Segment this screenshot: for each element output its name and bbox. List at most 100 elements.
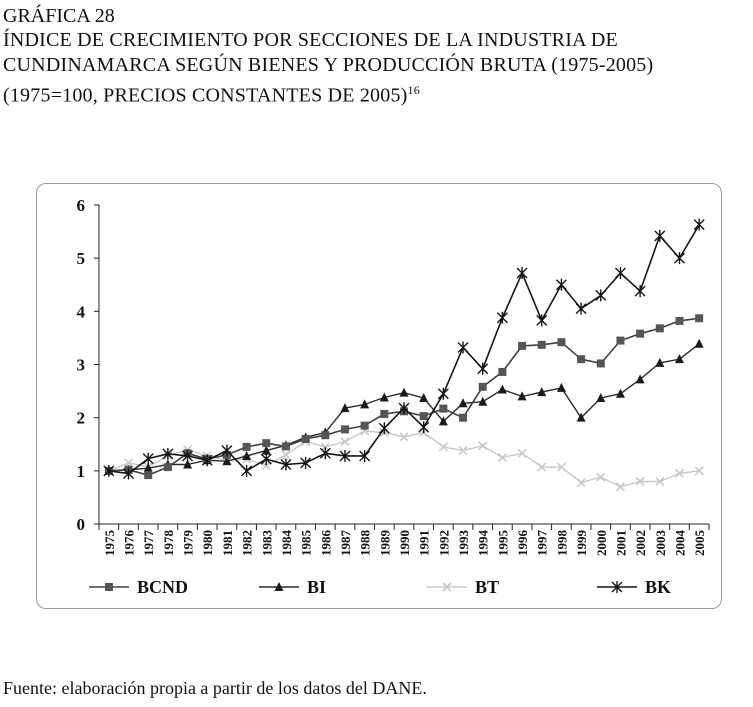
data-point-bcnd <box>301 434 310 443</box>
data-point-bi <box>537 387 547 397</box>
x-tick-label: 1996 <box>515 530 530 557</box>
data-point-bk <box>614 267 626 280</box>
data-point-bk <box>575 302 587 315</box>
legend-label-bk: BK <box>645 577 671 597</box>
data-point-bk <box>634 285 646 298</box>
legend-label-bi: BI <box>307 577 326 597</box>
data-point-bt <box>655 476 665 487</box>
legend-marker-bt <box>442 582 452 592</box>
data-point-bk <box>319 447 331 460</box>
data-point-bi <box>183 459 193 469</box>
data-point-bk <box>123 467 135 480</box>
y-tick-label: 3 <box>77 356 86 375</box>
data-point-bcnd <box>262 439 271 448</box>
data-point-bi <box>261 445 271 455</box>
x-tick-label: 1980 <box>200 530 215 556</box>
x-tick-label: 1979 <box>181 530 196 557</box>
data-point-bi <box>694 338 704 348</box>
data-point-bcnd <box>419 412 428 421</box>
data-point-bk <box>437 387 449 400</box>
data-point-bk <box>673 252 685 265</box>
data-point-bi <box>674 354 684 364</box>
data-point-bcnd <box>518 341 527 350</box>
data-point-bcnd <box>380 409 389 418</box>
data-point-bt <box>596 472 606 482</box>
data-point-bcnd <box>577 355 586 364</box>
data-point-bt <box>615 482 626 492</box>
line-chart: 0 1 2 3 4 5 6 1975 1976 1977 1978 1979 1980 1981 1982 1… <box>77 196 710 597</box>
data-point-bk <box>693 218 705 231</box>
data-point-bi <box>399 387 409 397</box>
figure-caption: GRÁFICA 28 ÍNDICE DE CRECIMIENTO POR SEC… <box>3 4 751 109</box>
figure-label: GRÁFICA 28 <box>3 5 115 27</box>
data-point-bk <box>359 449 371 462</box>
data-point-bi <box>655 357 665 367</box>
x-tick-label: 1993 <box>456 530 471 557</box>
data-point-bcnd <box>478 382 487 391</box>
data-point-bk <box>260 453 272 466</box>
x-tick-label: 1977 <box>141 530 156 557</box>
figure-title-line-1: ÍNDICE DE CRECIMIENTO POR SECCIONES DE L… <box>3 29 618 51</box>
figure-title-line-3: (1975=100, PRECIOS CONSTANTES DE 2005)16 <box>3 78 751 109</box>
data-point-bcnd <box>537 340 546 349</box>
data-point-bi <box>143 463 153 473</box>
data-point-bt <box>399 432 409 442</box>
data-point-bt <box>340 437 350 447</box>
data-point-bi <box>478 396 488 406</box>
data-point-bt <box>458 446 468 456</box>
x-tick-label: 1995 <box>495 530 510 557</box>
data-point-bt <box>438 442 448 452</box>
y-tick-label: 5 <box>77 249 86 268</box>
data-point-bi <box>222 456 232 466</box>
footnote-reference: 16 <box>407 83 420 97</box>
data-point-bcnd <box>439 404 448 413</box>
data-point-bi <box>360 399 370 409</box>
x-tick-label: 1992 <box>436 530 451 556</box>
data-point-bk <box>142 452 154 465</box>
y-tick-label: 4 <box>77 302 86 321</box>
data-point-bcnd <box>596 359 605 368</box>
data-point-bi <box>556 382 566 392</box>
data-point-bt <box>261 460 271 471</box>
x-tick-label: 1982 <box>240 530 255 556</box>
data-point-bt <box>123 458 134 468</box>
x-tick-label: 2004 <box>672 530 687 557</box>
data-point-bcnd <box>636 329 645 338</box>
data-point-bcnd <box>144 471 153 480</box>
source-note: Fuente: elaboración propia a partir de l… <box>3 678 427 698</box>
data-point-bk <box>555 278 567 291</box>
y-tick-label: 6 <box>77 196 86 215</box>
x-tick-label: 1975 <box>102 530 117 557</box>
x-tick-label: 1986 <box>318 530 333 557</box>
x-tick-label: 1990 <box>397 530 412 556</box>
y-tick-label: 1 <box>77 462 86 481</box>
data-point-bt <box>281 450 291 460</box>
data-point-bcnd <box>498 367 507 376</box>
data-point-bi <box>576 412 586 422</box>
legend-marker-bi <box>274 582 284 591</box>
data-point-bk <box>516 267 528 280</box>
data-point-bcnd <box>360 421 369 430</box>
data-point-bk <box>221 444 233 457</box>
data-point-bk <box>378 422 390 435</box>
data-point-bi <box>340 403 350 413</box>
x-tick-label: 1999 <box>574 530 589 557</box>
x-tick-label: 2000 <box>594 530 609 556</box>
legend-label-bt: BT <box>475 577 499 597</box>
data-point-bk <box>595 289 607 302</box>
data-point-bk <box>280 458 292 471</box>
data-point-bk <box>536 314 548 327</box>
figure-title-line-2: CUNDINAMARCA SEGÚN BIENES Y PRODUCCIÓN B… <box>3 54 654 76</box>
data-point-bcnd <box>655 324 664 333</box>
x-tick-label: 1991 <box>417 530 432 556</box>
x-tick-label: 1988 <box>358 530 373 557</box>
x-tick-label: 2001 <box>613 530 628 556</box>
x-tick-label: 2005 <box>692 530 707 557</box>
y-tick-label: 2 <box>77 409 86 428</box>
x-tick-label: 1981 <box>220 530 235 556</box>
data-point-bt <box>556 462 566 472</box>
data-point-bk <box>300 456 312 469</box>
data-point-bi <box>596 392 606 402</box>
data-point-bk <box>398 402 410 415</box>
y-tick-label: 0 <box>77 515 86 534</box>
